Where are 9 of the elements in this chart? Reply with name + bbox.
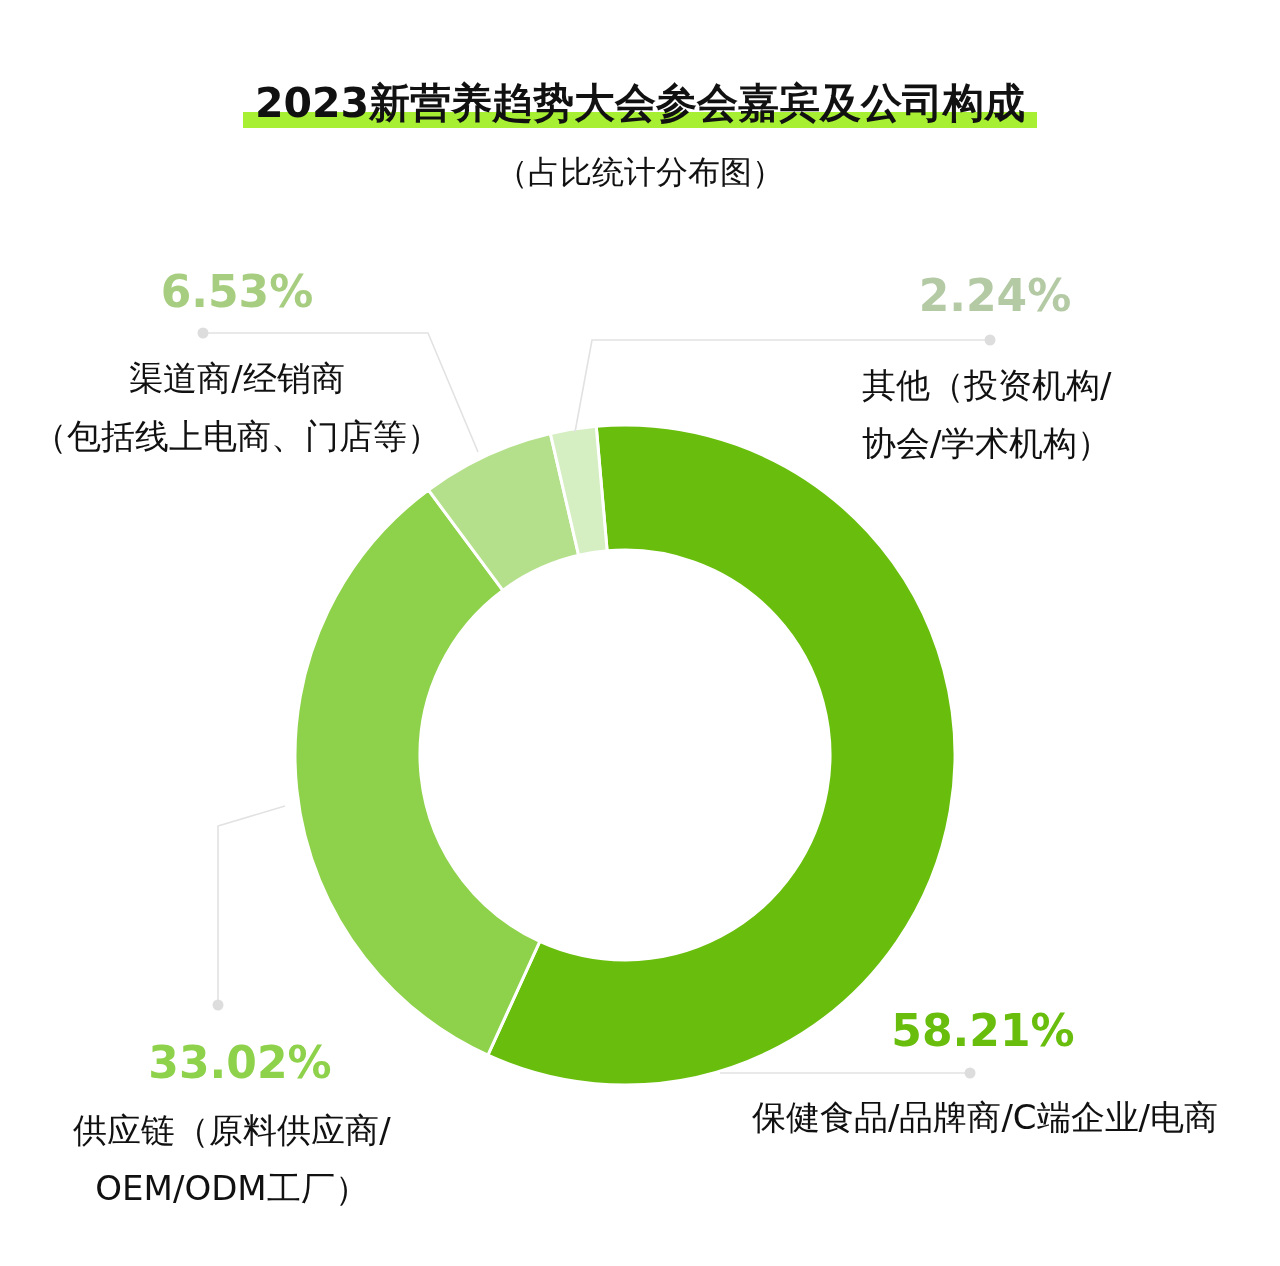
slice-label: 其他（投资机构/协会/学术机构） (862, 364, 1112, 465)
chart-subtitle: （占比统计分布图） (495, 152, 785, 192)
slice-label: 保健食品/品牌商/C端企业/电商 (750, 1096, 1220, 1139)
slice-label: 供应链（原料供应商/OEM/ODM工厂） (72, 1109, 392, 1210)
data-label: 33.02% (148, 1037, 332, 1088)
data-label: 58.21% (891, 1005, 1075, 1056)
slice-label: 渠道商/经销商（包括线上电商、门店等） (32, 357, 442, 458)
data-label: 2.24% (918, 270, 1072, 321)
data-label: 6.53% (160, 266, 314, 317)
